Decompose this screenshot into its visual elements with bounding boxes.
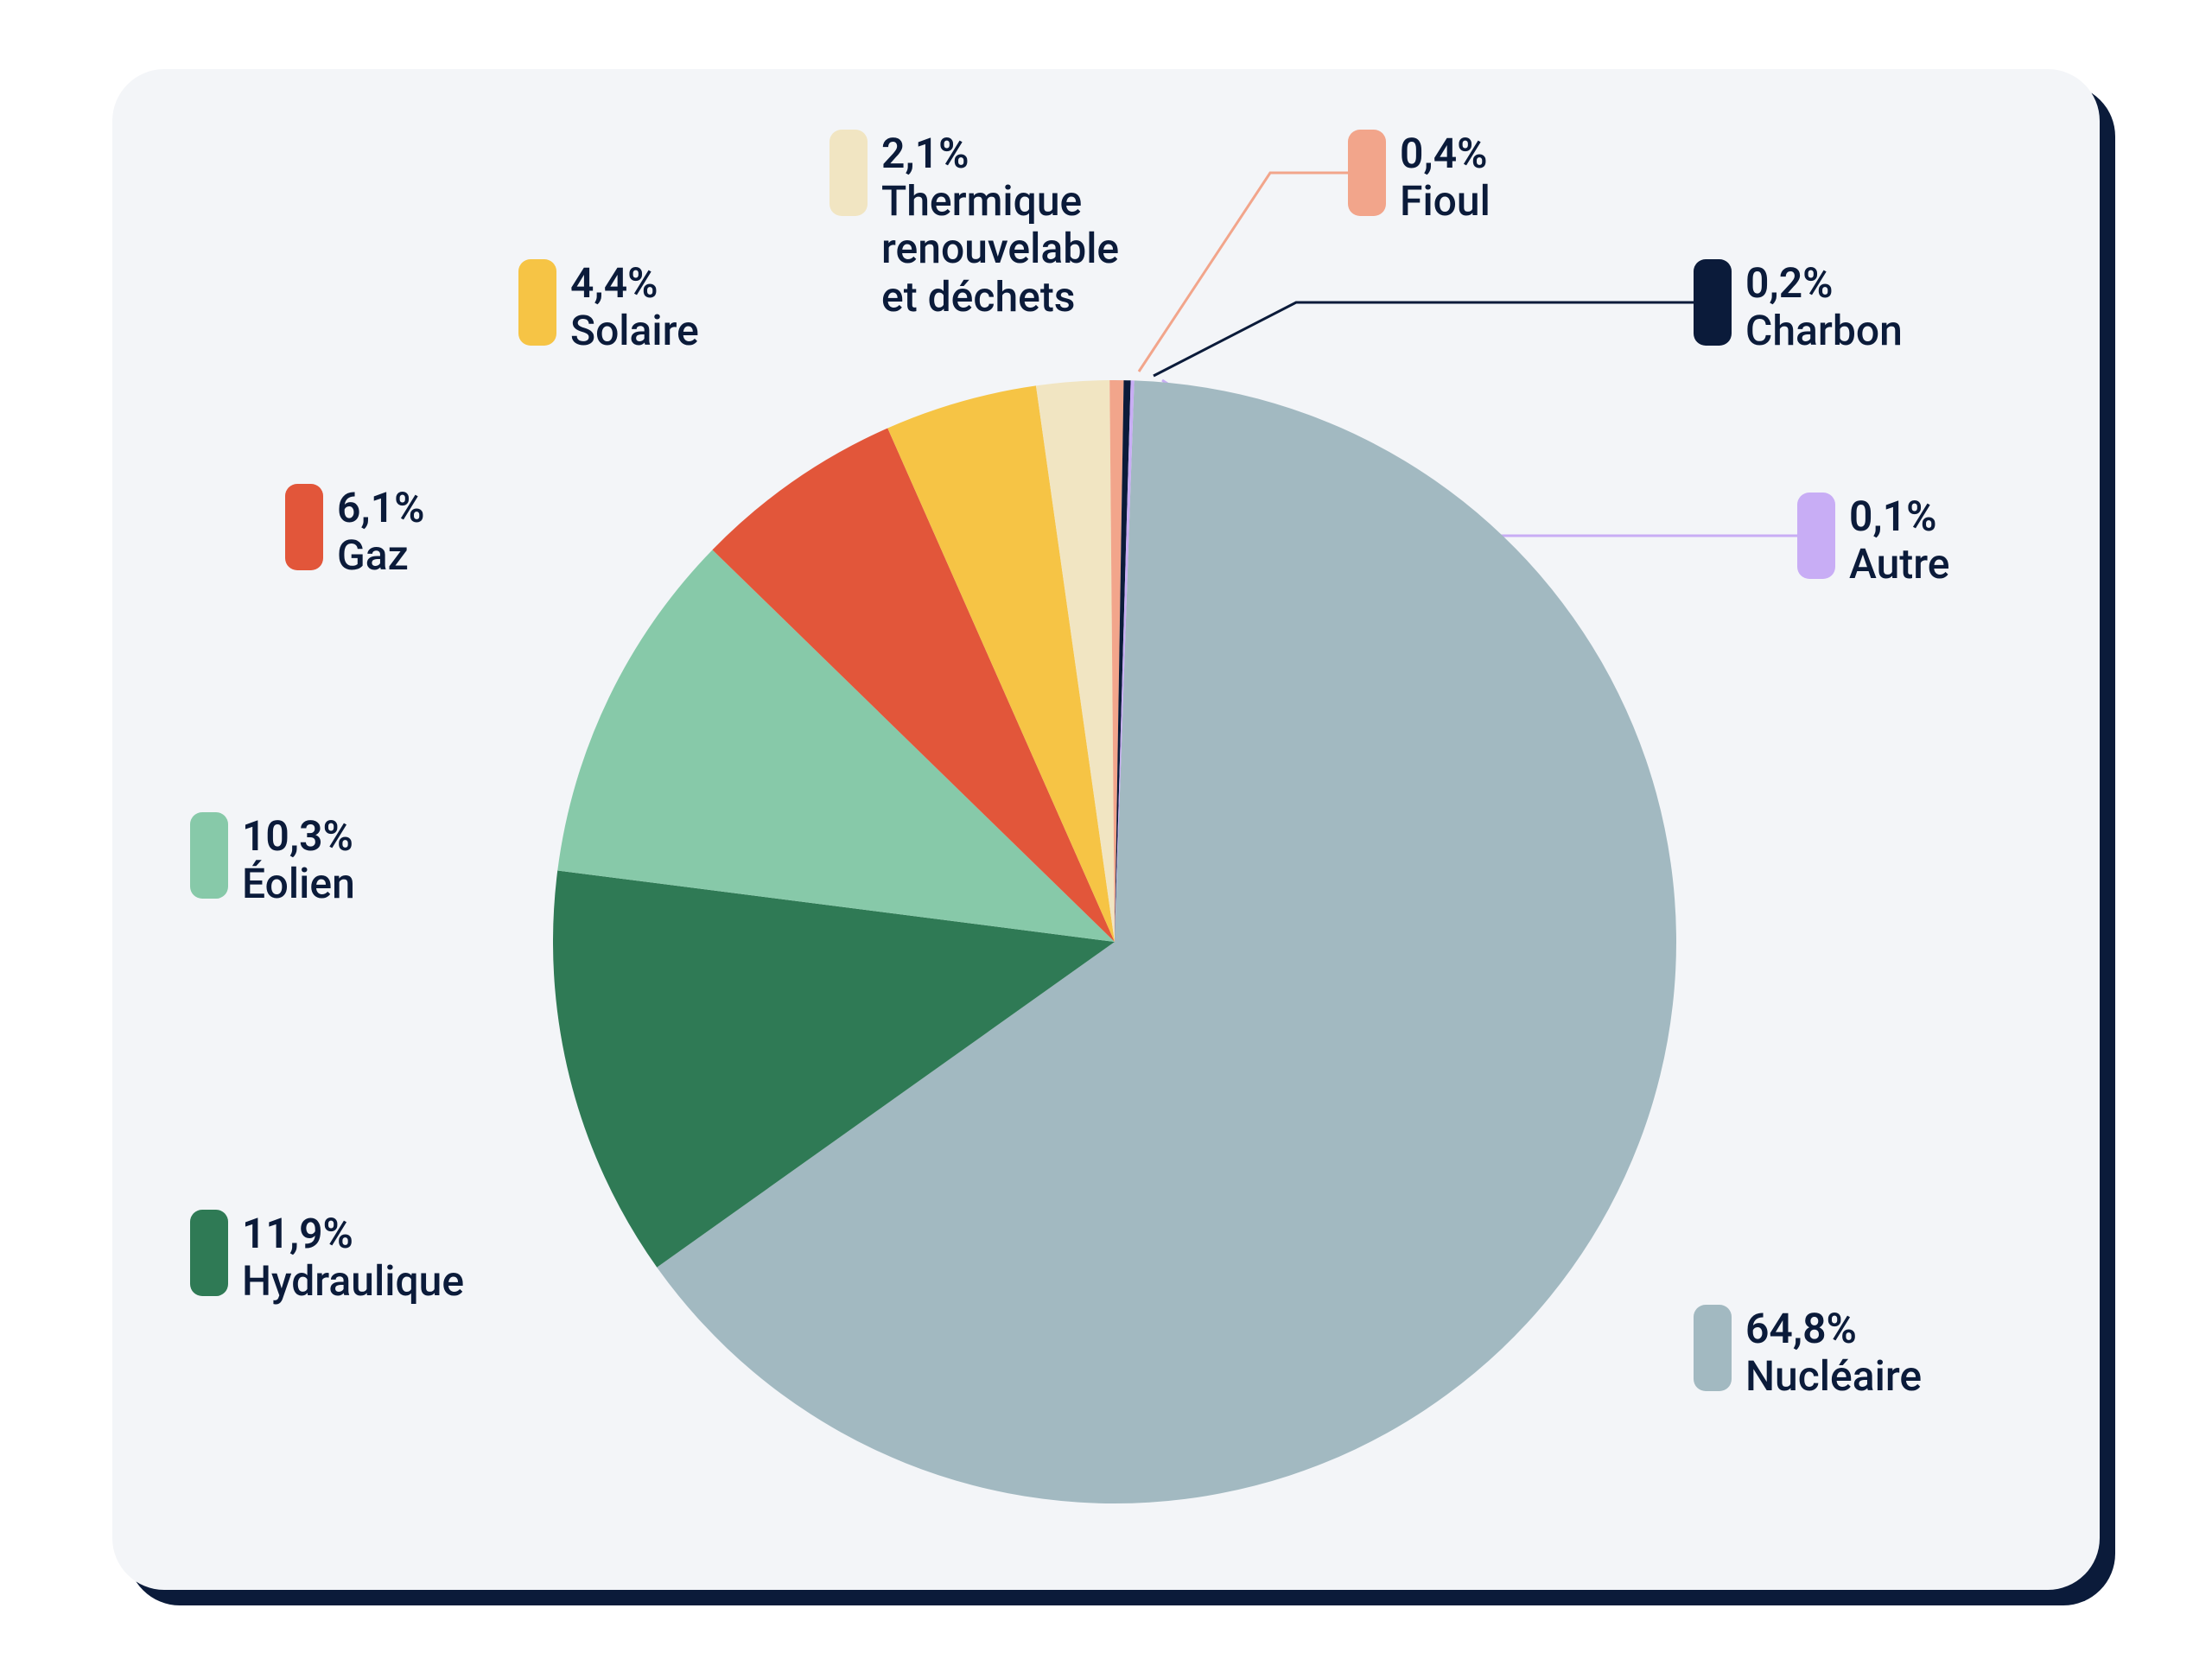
swatch-hydraulique — [190, 1210, 228, 1296]
label-charbon: 0,2%Charbon — [1745, 259, 1903, 354]
percent-charbon: 0,2% — [1745, 259, 1903, 307]
name-fioul: Fioul — [1400, 177, 1491, 225]
percent-thermique: 2,1% — [881, 130, 1119, 177]
leader-fioul — [1139, 173, 1348, 372]
name-hydraulique: Hydraulique — [242, 1257, 464, 1305]
percent-autre: 0,1% — [1849, 493, 1949, 540]
swatch-eolien — [190, 812, 228, 899]
swatch-autre — [1797, 493, 1835, 579]
swatch-nucleaire — [1694, 1305, 1732, 1391]
pie-chart — [553, 380, 1676, 1503]
pie-svg — [553, 380, 1676, 1503]
leader-charbon — [1154, 302, 1694, 376]
percent-eolien: 10,3% — [242, 812, 355, 860]
swatch-thermique — [830, 130, 868, 216]
label-hydraulique: 11,9%Hydraulique — [242, 1210, 464, 1305]
swatch-gaz — [285, 484, 323, 570]
card: 64,8%Nucléaire 11,9%Hydraulique 10,3%Éolie… — [112, 69, 2100, 1590]
percent-fioul: 0,4% — [1400, 130, 1491, 177]
label-autre: 0,1%Autre — [1849, 493, 1949, 588]
percent-gaz: 6,1% — [337, 484, 425, 531]
name-nucleaire: Nucléaire — [1745, 1352, 1922, 1400]
percent-hydraulique: 11,9% — [242, 1210, 464, 1257]
label-fioul: 0,4%Fioul — [1400, 130, 1491, 225]
label-eolien: 10,3%Éolien — [242, 812, 355, 907]
name-thermique: Thermique renouvelable et déchets — [881, 177, 1119, 321]
label-thermique: 2,1%Thermique renouvelable et déchets — [881, 130, 1119, 321]
swatch-charbon — [1694, 259, 1732, 346]
name-gaz: Gaz — [337, 531, 425, 579]
label-solaire: 4,4%Solaire — [570, 259, 699, 354]
swatch-solaire — [518, 259, 556, 346]
swatch-fioul — [1348, 130, 1386, 216]
name-eolien: Éolien — [242, 860, 355, 907]
name-autre: Autre — [1849, 540, 1949, 588]
percent-solaire: 4,4% — [570, 259, 699, 307]
label-nucleaire: 64,8%Nucléaire — [1745, 1305, 1922, 1400]
name-charbon: Charbon — [1745, 307, 1903, 354]
chart-stage: 64,8%Nucléaire 11,9%Hydraulique 10,3%Éolie… — [0, 0, 2212, 1659]
name-solaire: Solaire — [570, 307, 699, 354]
percent-nucleaire: 64,8% — [1745, 1305, 1922, 1352]
label-gaz: 6,1%Gaz — [337, 484, 425, 579]
